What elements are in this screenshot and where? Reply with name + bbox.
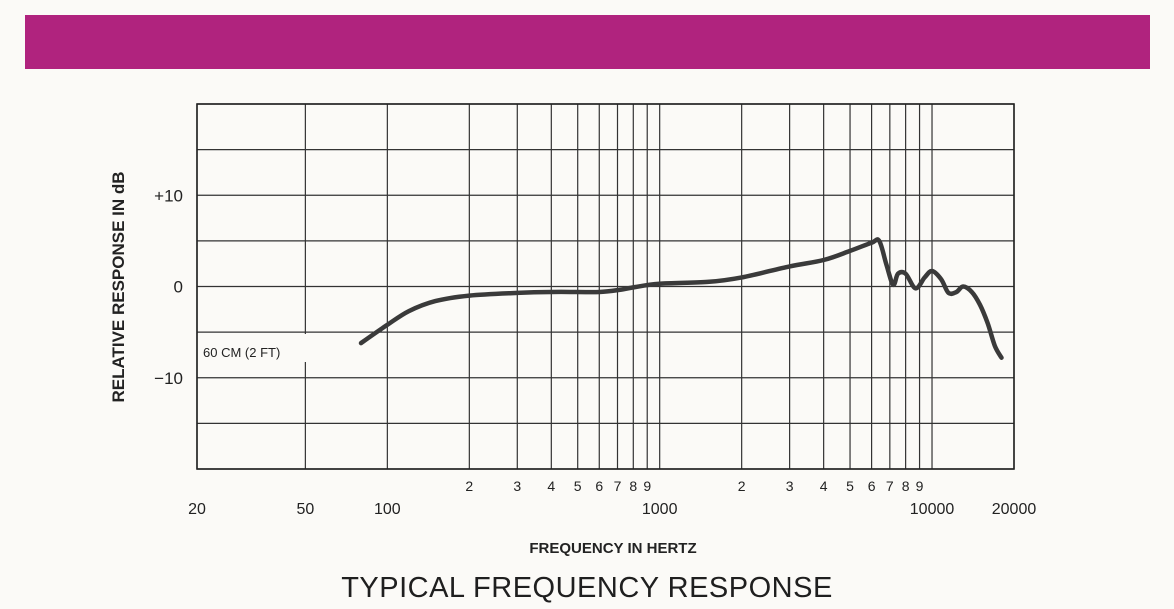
- x-major-tick-label: 10000: [910, 501, 955, 518]
- x-minor-tick-label: 5: [846, 478, 854, 494]
- x-minor-tick-label: 2: [738, 478, 746, 494]
- chart-grid: [196, 103, 1015, 470]
- x-minor-tick-label: 2: [465, 478, 473, 494]
- x-minor-tick-label: 8: [629, 478, 637, 494]
- x-minor-tick-label: 7: [886, 478, 894, 494]
- x-minor-tick-label: 3: [513, 478, 521, 494]
- x-minor-tick-label: 6: [868, 478, 876, 494]
- x-minor-tick-label: 9: [643, 478, 651, 494]
- x-major-tick-label: 20: [188, 501, 206, 518]
- annotation-background: [199, 334, 306, 362]
- x-axis-label: FREQUENCY IN HERTZ: [529, 540, 696, 557]
- x-minor-tick-label: 7: [614, 478, 622, 494]
- x-major-tick-label: 100: [374, 501, 401, 518]
- distance-annotation: 60 CM (2 FT): [203, 345, 280, 360]
- x-major-tick-labels: 20 50 100 1000 10000 20000: [188, 501, 1036, 518]
- x-minor-tick-label: 5: [574, 478, 582, 494]
- chart-title: TYPICAL FREQUENCY RESPONSE: [341, 572, 833, 604]
- x-major-tick-label: 1000: [642, 501, 678, 518]
- y-axis-label: RELATIVE RESPONSE IN dB: [109, 171, 128, 402]
- y-tick-labels: +10 0 −10: [154, 186, 183, 388]
- x-minor-tick-label: 6: [595, 478, 603, 494]
- response-curve-line: [358, 237, 1004, 360]
- x-minor-tick-label: 4: [547, 478, 555, 494]
- x-minor-tick-label: 3: [786, 478, 794, 494]
- y-tick-label: +10: [154, 186, 183, 205]
- plot-frame: [196, 103, 1015, 470]
- x-major-tick-label: 50: [296, 501, 314, 518]
- y-tick-label: −10: [154, 369, 183, 388]
- x-minor-tick-label: 4: [820, 478, 828, 494]
- x-major-tick-label: 20000: [992, 501, 1037, 518]
- x-minor-tick-label: 8: [902, 478, 910, 494]
- y-tick-label: 0: [174, 278, 183, 297]
- header-color-band: [25, 15, 1150, 69]
- x-minor-tick-label: 9: [916, 478, 924, 494]
